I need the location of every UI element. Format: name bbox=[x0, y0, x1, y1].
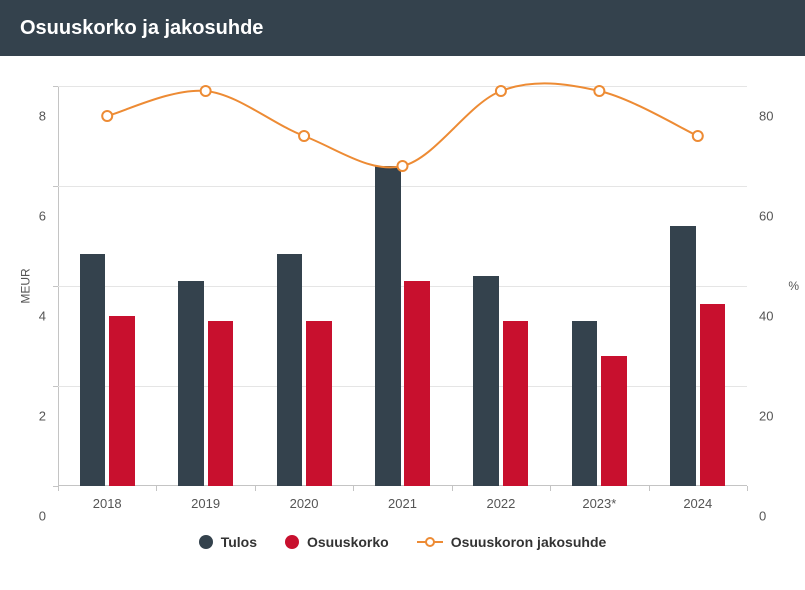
x-tick-mark bbox=[353, 486, 354, 491]
legend-item-jakosuhde: Osuuskoron jakosuhde bbox=[417, 534, 607, 550]
x-tick-mark bbox=[452, 486, 453, 491]
x-axis-label: 2018 bbox=[93, 496, 122, 511]
legend: Tulos Osuuskorko Osuuskoron jakosuhde bbox=[0, 526, 805, 566]
plot-area bbox=[58, 86, 747, 486]
x-axis-label: 2022 bbox=[486, 496, 515, 511]
line-series-svg bbox=[58, 86, 747, 486]
y-axis-right-label: % bbox=[788, 279, 799, 293]
y-right-tick-label: 20 bbox=[759, 409, 773, 424]
x-tick-mark bbox=[747, 486, 748, 491]
y-tick-mark bbox=[53, 186, 58, 187]
y-left-tick-label: 2 bbox=[39, 409, 46, 424]
chart-title: Osuuskorko ja jakosuhde bbox=[20, 17, 263, 40]
chart-header: Osuuskorko ja jakosuhde bbox=[0, 0, 805, 56]
y-left-tick-label: 4 bbox=[39, 309, 46, 324]
y-left-tick-label: 8 bbox=[39, 109, 46, 124]
line-marker bbox=[201, 86, 211, 96]
y-tick-mark bbox=[53, 86, 58, 87]
chart-body: MEUR 02468 % 020406080 20182019202020212… bbox=[0, 56, 805, 526]
line-marker bbox=[594, 86, 604, 96]
line-marker bbox=[102, 111, 112, 121]
line-jakosuhde bbox=[107, 83, 698, 167]
y-tick-mark bbox=[53, 386, 58, 387]
y-left-tick-label: 6 bbox=[39, 209, 46, 224]
x-axis-label: 2021 bbox=[388, 496, 417, 511]
legend-item-osuuskorko: Osuuskorko bbox=[285, 534, 389, 550]
y-axis-left-label: MEUR bbox=[19, 268, 33, 303]
y-left-tick-label: 0 bbox=[39, 509, 46, 524]
x-axis-label: 2023* bbox=[582, 496, 616, 511]
x-tick-mark bbox=[58, 486, 59, 491]
legend-swatch bbox=[285, 535, 299, 549]
x-axis-label: 2024 bbox=[683, 496, 712, 511]
x-axis-label: 2019 bbox=[191, 496, 220, 511]
x-axis-labels: 2018 2019 2020 2021 2022 2023* 2024 bbox=[58, 496, 747, 516]
legend-label: Tulos bbox=[221, 534, 257, 550]
y-tick-mark bbox=[53, 286, 58, 287]
legend-label: Osuuskoron jakosuhde bbox=[451, 534, 607, 550]
line-marker bbox=[496, 86, 506, 96]
x-tick-mark bbox=[550, 486, 551, 491]
x-tick-mark bbox=[156, 486, 157, 491]
line-marker bbox=[398, 161, 408, 171]
chart-container: Osuuskorko ja jakosuhde MEUR 0 2 4 6 8 % 0 20… bbox=[0, 0, 805, 590]
y-right-tick-label: 60 bbox=[759, 209, 773, 224]
y-axis-left: MEUR 02468 bbox=[0, 86, 58, 486]
legend-swatch bbox=[199, 535, 213, 549]
legend-item-tulos: Tulos bbox=[199, 534, 257, 550]
y-right-tick-label: 40 bbox=[759, 309, 773, 324]
line-marker bbox=[299, 131, 309, 141]
x-tick-mark bbox=[255, 486, 256, 491]
legend-swatch bbox=[417, 535, 443, 549]
y-axis-right: % 020406080 bbox=[747, 86, 805, 486]
x-axis-label: 2020 bbox=[290, 496, 319, 511]
y-right-tick-label: 0 bbox=[759, 509, 766, 524]
legend-label: Osuuskorko bbox=[307, 534, 389, 550]
line-marker bbox=[693, 131, 703, 141]
x-tick-mark bbox=[649, 486, 650, 491]
y-right-tick-label: 80 bbox=[759, 109, 773, 124]
